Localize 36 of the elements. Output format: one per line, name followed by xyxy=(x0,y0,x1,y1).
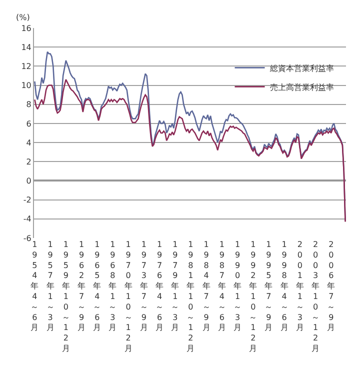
category-label: 1990年1～3月 xyxy=(234,240,242,332)
y-tick-label: 6 xyxy=(26,119,32,128)
y-tick-label: 8 xyxy=(26,100,32,110)
category-label: 1970年10～12月 xyxy=(124,240,132,353)
y-tick-label: 12 xyxy=(21,62,32,71)
y-tick-label: -4 xyxy=(23,214,32,224)
y-tick-label: 16 xyxy=(21,24,32,33)
category-label: 2003年10～12月 xyxy=(312,240,320,353)
category-label: 2001年1～3月 xyxy=(296,240,304,332)
category-label: 1984年7～9月 xyxy=(202,240,210,332)
category-label: 2006年7～9月 xyxy=(327,240,336,332)
category-label: 1981年10～12月 xyxy=(186,240,195,353)
category-label: 1962年7～9月 xyxy=(78,240,86,332)
y-tick-label: 10 xyxy=(21,81,32,90)
category-label: 1979年1～3月 xyxy=(171,240,180,332)
y-tick-label: -2 xyxy=(23,196,32,205)
y-tick-label: 0 xyxy=(26,176,32,186)
category-label: 1957年1～3月 xyxy=(46,240,54,332)
category-label: 1992年10～12月 xyxy=(249,240,258,353)
category-label: 1995年7～9月 xyxy=(264,240,273,332)
y-tick-label: -6 xyxy=(23,234,32,243)
category-label: 1965年4～6月 xyxy=(93,240,102,332)
legend-label: 売上高営業利益率 xyxy=(270,82,334,92)
line-series xyxy=(34,78,346,222)
category-label: 1998年4～6月 xyxy=(280,240,288,332)
category-label: 1987年4～6月 xyxy=(218,240,226,332)
y-axis-title: (%) xyxy=(16,13,30,22)
category-label: 1954年4～6月 xyxy=(30,240,39,332)
category-label: 1968年1～3月 xyxy=(108,240,117,332)
legend-label: 総資本営業利益率 xyxy=(268,64,334,73)
y-tick-label: 2 xyxy=(26,157,32,166)
category-label: 1976年4～6月 xyxy=(156,240,164,332)
category-label: 1959年10～12月 xyxy=(62,240,70,353)
y-tick-label: 14 xyxy=(21,42,32,52)
category-label: 1973年7～9月 xyxy=(140,240,148,332)
y-tick-label: 4 xyxy=(26,138,32,148)
